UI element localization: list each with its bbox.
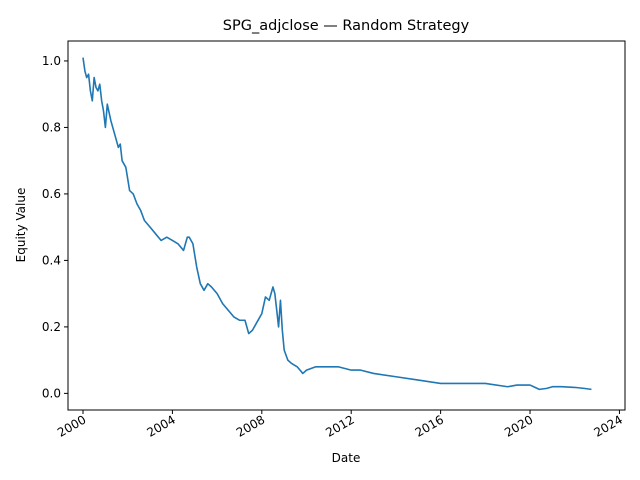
y-tick-label: 0.4 — [42, 253, 61, 267]
series-line-0 — [82, 57, 592, 391]
plot-area — [82, 57, 592, 391]
chart-title: SPG_adjclose — Random Strategy — [223, 18, 470, 34]
y-tick-label: 1.0 — [42, 54, 61, 68]
y-tick-label: 0.2 — [42, 320, 61, 334]
y-tick-label: 0.8 — [42, 120, 61, 134]
x-axis-label: Date — [332, 451, 361, 465]
axes-frame — [67, 40, 626, 411]
y-tick-label: 0.0 — [42, 386, 61, 400]
y-tick-label: 0.6 — [42, 187, 61, 201]
y-axis: 0.0 0.2 0.4 0.6 0.8 1.0 — [42, 54, 68, 400]
y-axis-label: Equity Value — [14, 188, 28, 263]
